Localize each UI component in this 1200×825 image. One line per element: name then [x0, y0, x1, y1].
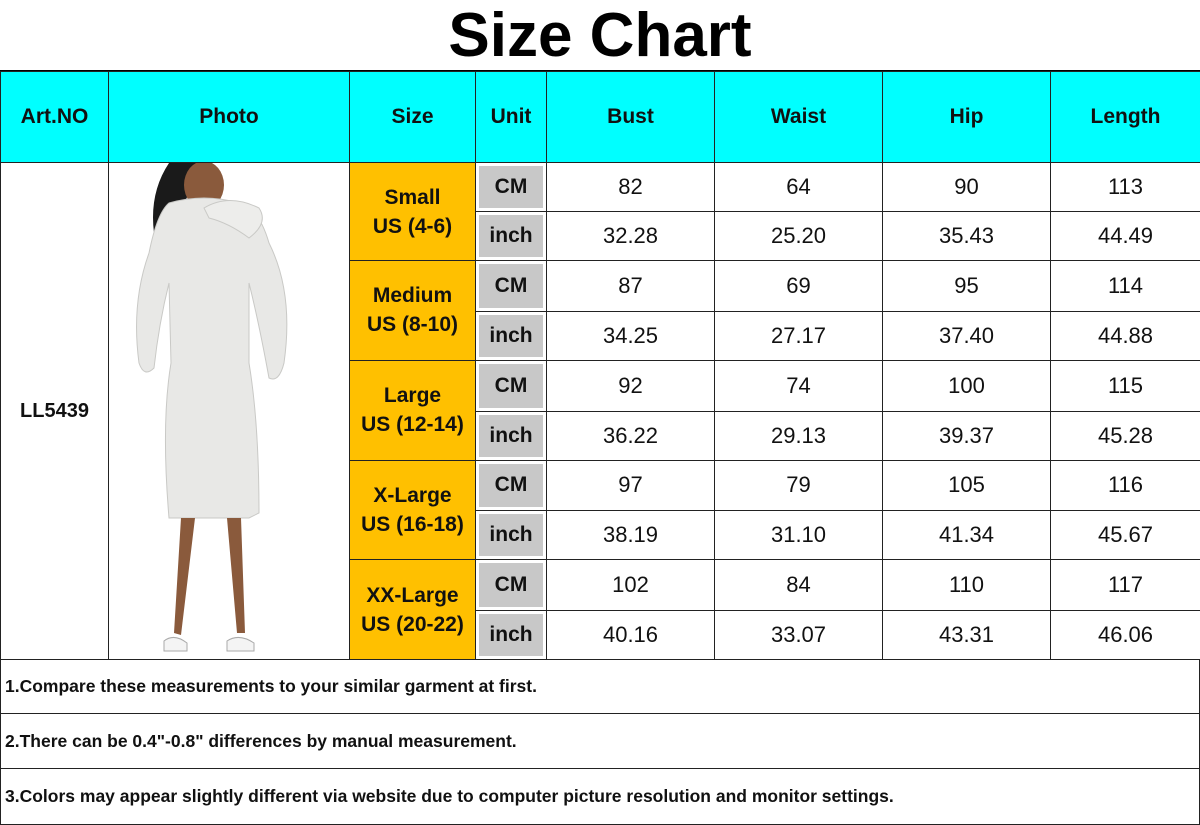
unit-cell: CM — [475, 260, 547, 312]
table-row: inch 38.19 31.10 41.34 45.67 — [1, 510, 1200, 561]
waist-value: 27.17 — [714, 310, 883, 361]
size-chart-table: Art.NO Photo Size Unit Bust Waist Hip Le… — [0, 71, 1200, 660]
unit-cell: CM — [475, 559, 547, 611]
length-value: 45.67 — [1050, 510, 1200, 561]
bust-value: 87 — [546, 260, 715, 312]
bust-value: 102 — [546, 559, 715, 611]
bust-value: 82 — [546, 162, 715, 212]
size-us: US (20-22) — [361, 612, 464, 636]
hip-value: 41.34 — [882, 510, 1051, 561]
size-us: US (12-14) — [361, 413, 464, 437]
bust-value: 92 — [546, 359, 715, 412]
size-cell: XX-Large US (20-22) — [349, 559, 476, 660]
waist-value: 31.10 — [714, 510, 883, 561]
header-unit: Unit — [475, 71, 547, 163]
hip-value: 110 — [882, 559, 1051, 611]
length-value: 116 — [1050, 459, 1200, 512]
header-hip: Hip — [882, 71, 1051, 163]
length-value: 113 — [1050, 162, 1200, 212]
waist-value: 33.07 — [714, 610, 883, 660]
size-name: Small — [384, 185, 441, 209]
header-size: Size — [349, 71, 476, 163]
table-row: Large US (12-14) CM 92 74 100 115 — [1, 359, 1200, 461]
unit-cell: inch — [475, 510, 547, 561]
size-name: Large — [383, 384, 442, 408]
bust-value: 40.16 — [546, 610, 715, 660]
size-cell: Medium US (8-10) — [349, 260, 476, 361]
waist-value: 74 — [714, 359, 883, 412]
size-us: US (8-10) — [366, 313, 459, 337]
length-value: 46.06 — [1050, 610, 1200, 660]
hip-value: 35.43 — [882, 211, 1051, 261]
note-2: 2.There can be 0.4"-0.8" differences by … — [0, 714, 1200, 769]
waist-value: 84 — [714, 559, 883, 611]
header-photo: Photo — [108, 71, 350, 163]
notes: 1.Compare these measurements to your sim… — [0, 659, 1200, 825]
hip-value: 43.31 — [882, 610, 1051, 660]
hip-value: 100 — [882, 359, 1051, 412]
unit-cell: inch — [475, 310, 547, 361]
header-bust: Bust — [546, 71, 715, 163]
length-value: 115 — [1050, 359, 1200, 412]
bust-value: 97 — [546, 459, 715, 512]
waist-value: 29.13 — [714, 410, 883, 461]
table-row: LL5439 Small US (4-6) CM 82 64 90 113 — [0, 162, 1200, 660]
hip-value: 95 — [882, 260, 1051, 312]
table-row: inch 34.25 27.17 37.40 44.88 — [1, 310, 1200, 361]
length-value: 117 — [1050, 559, 1200, 611]
table-row: inch 32.28 25.20 35.43 44.49 — [1, 211, 1200, 261]
waist-value: 69 — [714, 260, 883, 312]
header-length: Length — [1050, 71, 1200, 163]
hip-value: 105 — [882, 459, 1051, 512]
hip-value: 37.40 — [882, 310, 1051, 361]
unit-cell: inch — [475, 610, 547, 660]
size-us: US (16-18) — [361, 512, 464, 536]
length-value: 44.49 — [1050, 211, 1200, 261]
unit-cell: inch — [475, 410, 547, 461]
photo-cell — [108, 162, 350, 660]
header-row: Art.NO Photo Size Unit Bust Waist Hip Le… — [0, 71, 1200, 163]
length-value: 45.28 — [1050, 410, 1200, 461]
table-row: Medium US (8-10) CM 87 69 95 114 — [1, 260, 1200, 361]
bust-value: 32.28 — [546, 211, 715, 261]
note-1: 1.Compare these measurements to your sim… — [0, 659, 1200, 714]
table-row: inch 36.22 29.13 39.37 45.28 — [1, 410, 1200, 461]
table-row: X-Large US (16-18) CM 97 79 105 116 — [1, 459, 1200, 561]
bust-value: 34.25 — [546, 310, 715, 361]
unit-cell: CM — [475, 359, 547, 412]
size-name: XX-Large — [366, 583, 459, 607]
bust-value: 36.22 — [546, 410, 715, 461]
waist-value: 79 — [714, 459, 883, 512]
hip-value: 39.37 — [882, 410, 1051, 461]
size-us: US (4-6) — [372, 214, 453, 238]
size-name: X-Large — [373, 483, 452, 507]
bust-value: 38.19 — [546, 510, 715, 561]
page-title: Size Chart — [0, 0, 1200, 72]
header-waist: Waist — [714, 71, 883, 163]
header-art-no: Art.NO — [0, 71, 109, 163]
size-cell: X-Large US (16-18) — [349, 459, 476, 561]
dress-model-photo — [136, 163, 288, 652]
note-3: 3.Colors may appear slightly different v… — [0, 769, 1200, 825]
waist-value: 64 — [714, 162, 883, 212]
unit-cell: CM — [475, 459, 547, 512]
length-value: 44.88 — [1050, 310, 1200, 361]
unit-cell: CM — [475, 162, 547, 212]
unit-cell: inch — [475, 211, 547, 261]
size-cell: Small US (4-6) — [349, 162, 476, 261]
size-name: Medium — [372, 284, 453, 308]
table-row: inch 40.16 33.07 43.31 46.06 — [1, 610, 1200, 660]
waist-value: 25.20 — [714, 211, 883, 261]
length-value: 114 — [1050, 260, 1200, 312]
art-number: LL5439 — [0, 162, 109, 660]
table-row: XX-Large US (20-22) CM 102 84 110 117 — [1, 559, 1200, 660]
hip-value: 90 — [882, 162, 1051, 212]
size-cell: Large US (12-14) — [349, 359, 476, 461]
